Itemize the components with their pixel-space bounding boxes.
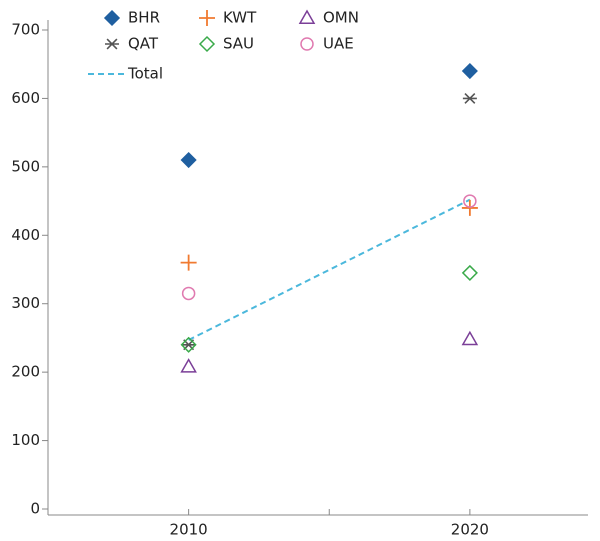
point [461, 264, 478, 281]
legend-label: SAU [223, 35, 254, 53]
x-tick-label: 2020 [451, 521, 489, 538]
y-tick-label: 400 [11, 226, 40, 244]
point [181, 339, 196, 351]
legend-label: UAE [323, 35, 354, 53]
legend-swatch [298, 9, 316, 24]
point [181, 286, 196, 301]
point [461, 330, 479, 346]
point [462, 92, 477, 104]
legend-label: OMN [323, 9, 359, 27]
total-line [188, 198, 471, 341]
legend-label: QAT [128, 35, 159, 53]
legend-swatch [103, 9, 121, 27]
y-tick-label: 0 [30, 500, 40, 518]
legend-swatch [105, 38, 119, 50]
x-tick-label: 2010 [170, 521, 208, 538]
point [180, 151, 197, 169]
y-tick-label: 100 [11, 431, 40, 449]
legend-label: BHR [128, 9, 160, 27]
legend-swatch [198, 35, 216, 53]
legend-label: Total [127, 65, 163, 83]
y-tick-label: 500 [11, 157, 40, 175]
y-tick-label: 300 [11, 294, 40, 312]
point [461, 62, 478, 80]
point [180, 254, 197, 271]
legend-label: KWT [223, 9, 257, 27]
y-tick-label: 700 [11, 21, 40, 39]
point [461, 199, 478, 216]
point [463, 194, 477, 208]
legend-swatch [199, 10, 215, 26]
point [180, 336, 197, 353]
y-tick-label: 600 [11, 89, 40, 107]
legend-swatch [300, 37, 314, 51]
y-tick-label: 200 [11, 363, 40, 381]
point [180, 358, 197, 373]
